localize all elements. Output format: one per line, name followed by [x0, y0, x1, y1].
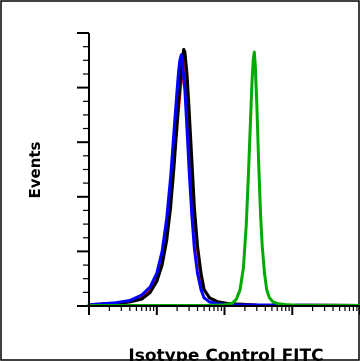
histogram-series-3	[87, 53, 360, 307]
histogram-series-2	[87, 47, 360, 307]
x-axis-label: Isotype Control FITC	[128, 346, 323, 361]
histogram-series-4	[87, 50, 360, 307]
y-axis-label: Events	[26, 141, 44, 198]
series-layer	[87, 47, 360, 307]
